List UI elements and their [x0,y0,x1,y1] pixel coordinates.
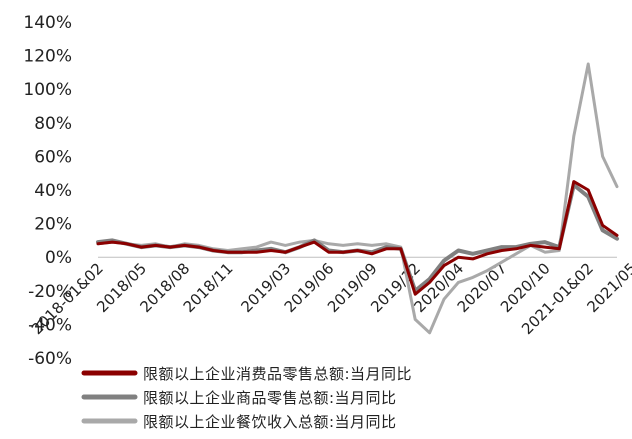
y-tick-label: -20% [28,282,72,302]
legend-label: 限额以上企业餐饮收入总额:当月同比 [143,413,397,431]
y-tick-label: 20% [34,215,72,235]
y-tick-label: 0% [45,248,72,268]
y-tick-label: 100% [23,80,72,100]
legend-label: 限额以上企业消费品零售总额:当月同比 [143,365,412,383]
y-tick-label: 60% [34,147,72,167]
y-tick-label: -60% [28,349,72,369]
y-tick-label: -40% [28,315,72,335]
series-line-1 [96,180,619,296]
legend-label: 限额以上企业商品零售总额:当月同比 [143,389,397,407]
legend: 限额以上企业消费品零售总额:当月同比限额以上企业商品零售总额:当月同比限额以上企… [81,365,412,431]
y-axis: 140% 120% 100% 80% 60% 40% 20% 0% -20% -40% -60% [23,13,72,369]
y-tick-label: 80% [34,114,72,134]
y-tick-label: 40% [34,181,72,201]
y-tick-label: 120% [23,47,72,67]
series-layer [96,62,619,335]
y-tick-label: 140% [23,13,72,33]
